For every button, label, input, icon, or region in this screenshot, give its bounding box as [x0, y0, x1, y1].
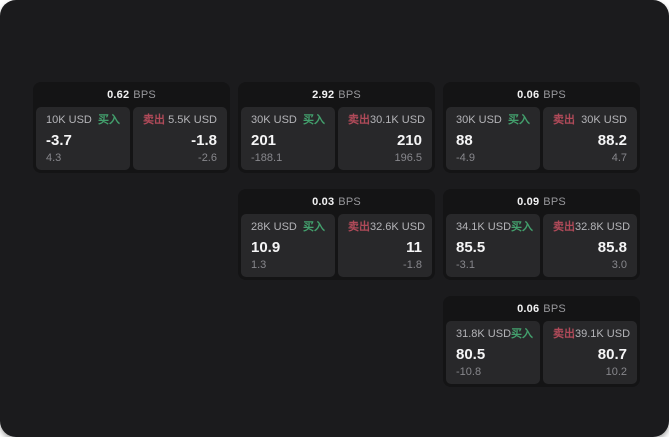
buy-tag: 买入 — [508, 114, 530, 126]
sell-panel[interactable]: 卖出 39.1K USD 80.7 10.2 — [543, 321, 637, 384]
sell-panel[interactable]: 卖出 30.1K USD 210 196.5 — [338, 107, 432, 170]
buy-price: 88 — [456, 131, 473, 149]
buy-sell-panels: 30K USD 买入 88 -4.9 卖出 30K USD 88.2 4.7 — [443, 107, 640, 173]
buy-panel[interactable]: 30K USD 买入 201 -188.1 — [241, 107, 335, 170]
buy-price: -3.7 — [46, 131, 72, 149]
sell-amount: 32.6K USD — [370, 221, 426, 233]
sell-sub-value: 4.7 — [611, 152, 627, 164]
buy-amount: 30K USD — [251, 114, 297, 126]
quote-card: 2.92 BPS 30K USD 买入 201 -188.1 卖出 30.1K … — [238, 82, 435, 173]
bps-header: 0.62 BPS — [33, 82, 230, 107]
buy-sub-value: 1.3 — [251, 259, 267, 271]
sell-sub-value: -2.6 — [198, 152, 217, 164]
buy-panel[interactable]: 10K USD 买入 -3.7 4.3 — [36, 107, 130, 170]
sell-tag: 卖出 — [143, 114, 165, 126]
bps-header: 0.06 BPS — [443, 82, 640, 107]
buy-amount: 28K USD — [251, 221, 297, 233]
sell-amount: 30.1K USD — [370, 114, 426, 126]
buy-amount: 30K USD — [456, 114, 502, 126]
bps-unit-label: BPS — [543, 195, 566, 208]
bps-value: 0.06 — [517, 88, 540, 101]
buy-price: 85.5 — [456, 238, 486, 256]
sell-panel[interactable]: 卖出 30K USD 88.2 4.7 — [543, 107, 637, 170]
sell-price: 11 — [406, 238, 422, 256]
buy-sell-panels: 10K USD 买入 -3.7 4.3 卖出 5.5K USD -1.8 -2.… — [33, 107, 230, 173]
sell-price: 85.8 — [597, 238, 627, 256]
buy-sub-value: 4.3 — [46, 152, 62, 164]
sell-amount: 5.5K USD — [168, 114, 217, 126]
buy-sub-value: -4.9 — [456, 152, 475, 164]
buy-amount: 31.8K USD — [456, 328, 512, 340]
quote-card: 0.62 BPS 10K USD 买入 -3.7 4.3 卖出 5.5K USD — [33, 82, 230, 173]
buy-sell-panels: 34.1K USD 买入 85.5 -3.1 卖出 32.8K USD 85.8… — [443, 214, 640, 280]
sell-sub-value: -1.8 — [403, 259, 422, 271]
buy-tag: 买入 — [303, 114, 325, 126]
sell-amount: 32.8K USD — [575, 221, 631, 233]
quote-card: 0.06 BPS 30K USD 买入 88 -4.9 卖出 30K USD — [443, 82, 640, 173]
bps-value: 0.09 — [517, 195, 540, 208]
quote-card: 0.06 BPS 31.8K USD 买入 80.5 -10.8 卖出 39.1… — [443, 296, 640, 387]
buy-panel[interactable]: 31.8K USD 买入 80.5 -10.8 — [446, 321, 540, 384]
buy-amount: 10K USD — [46, 114, 92, 126]
buy-panel[interactable]: 34.1K USD 买入 85.5 -3.1 — [446, 214, 540, 277]
sell-tag: 卖出 — [553, 221, 575, 233]
quote-card: 0.03 BPS 28K USD 买入 10.9 1.3 卖出 32.6K US… — [238, 189, 435, 280]
sell-price: -1.8 — [191, 131, 217, 149]
quote-cards-grid: 0.62 BPS 10K USD 买入 -3.7 4.3 卖出 5.5K USD — [33, 82, 640, 387]
sell-panel[interactable]: 卖出 32.6K USD 11 -1.8 — [338, 214, 432, 277]
sell-panel[interactable]: 卖出 32.8K USD 85.8 3.0 — [543, 214, 637, 277]
sell-amount: 30K USD — [581, 114, 627, 126]
buy-tag: 买入 — [303, 221, 325, 233]
quote-card: 0.09 BPS 34.1K USD 买入 85.5 -3.1 卖出 32.8K… — [443, 189, 640, 280]
buy-sell-panels: 31.8K USD 买入 80.5 -10.8 卖出 39.1K USD 80.… — [443, 321, 640, 387]
bps-header: 0.09 BPS — [443, 189, 640, 214]
bps-header: 0.03 BPS — [238, 189, 435, 214]
sell-sub-value: 3.0 — [611, 259, 627, 271]
buy-tag: 买入 — [511, 328, 534, 340]
buy-price: 80.5 — [456, 345, 486, 363]
sell-sub-value: 10.2 — [605, 366, 627, 378]
buy-sub-value: -3.1 — [456, 259, 475, 271]
sell-tag: 卖出 — [553, 114, 575, 126]
sell-price: 210 — [396, 131, 422, 149]
bps-header: 2.92 BPS — [238, 82, 435, 107]
buy-tag: 买入 — [511, 221, 534, 233]
bps-unit-label: BPS — [543, 88, 566, 101]
bps-value: 2.92 — [312, 88, 335, 101]
buy-price: 10.9 — [251, 238, 281, 256]
buy-tag: 买入 — [98, 114, 120, 126]
sell-tag: 卖出 — [348, 221, 370, 233]
sell-amount: 39.1K USD — [575, 328, 631, 340]
sell-sub-value: 196.5 — [394, 152, 422, 164]
bps-value: 0.06 — [517, 302, 540, 315]
bps-unit-label: BPS — [338, 195, 361, 208]
buy-sub-value: -10.8 — [456, 366, 482, 378]
bps-unit-label: BPS — [338, 88, 361, 101]
buy-panel[interactable]: 30K USD 买入 88 -4.9 — [446, 107, 540, 170]
sell-price: 80.7 — [597, 345, 627, 363]
bps-unit-label: BPS — [543, 302, 566, 315]
bps-header: 0.06 BPS — [443, 296, 640, 321]
bps-value: 0.62 — [107, 88, 130, 101]
bps-value: 0.03 — [312, 195, 335, 208]
buy-panel[interactable]: 28K USD 买入 10.9 1.3 — [241, 214, 335, 277]
buy-sell-panels: 30K USD 买入 201 -188.1 卖出 30.1K USD 210 1… — [238, 107, 435, 173]
buy-amount: 34.1K USD — [456, 221, 512, 233]
sell-price: 88.2 — [597, 131, 627, 149]
bps-unit-label: BPS — [133, 88, 156, 101]
sell-tag: 卖出 — [553, 328, 575, 340]
buy-sub-value: -188.1 — [251, 152, 283, 164]
sell-panel[interactable]: 卖出 5.5K USD -1.8 -2.6 — [133, 107, 227, 170]
sell-tag: 卖出 — [348, 114, 370, 126]
buy-price: 201 — [251, 131, 277, 149]
buy-sell-panels: 28K USD 买入 10.9 1.3 卖出 32.6K USD 11 -1.8 — [238, 214, 435, 280]
